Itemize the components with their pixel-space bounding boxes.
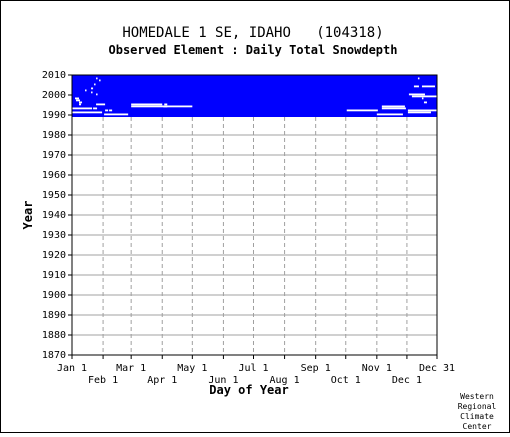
- x-tick-label-12: Dec 31: [419, 363, 455, 374]
- y-tick-label-9: 1920: [42, 250, 66, 261]
- x-tick-label-2: Mar 1: [116, 363, 146, 374]
- missing-segment-0: [96, 77, 98, 80]
- x-tick-label-7: Aug 1: [270, 375, 300, 386]
- y-tick-label-7: 1940: [42, 210, 66, 221]
- y-tick-label-8: 1930: [42, 230, 66, 241]
- missing-segment-10: [79, 103, 82, 106]
- missing-segment-9: [79, 101, 83, 104]
- credit-line-1: Western: [460, 392, 494, 401]
- missing-segment-26: [104, 113, 129, 116]
- missing-segment-27: [376, 113, 403, 116]
- missing-segment-15: [163, 105, 193, 108]
- chart-title: HOMEDALE 1 SE, IDAHO (104318): [122, 25, 383, 41]
- x-tick-label-1: Feb 1: [88, 375, 118, 386]
- y-tick-label-2: 1990: [42, 110, 66, 121]
- missing-segment-25: [407, 111, 431, 114]
- y-tick-label-13: 1880: [42, 330, 66, 341]
- y-axis-label: Year: [21, 201, 35, 230]
- x-tick-label-8: Sep 1: [301, 363, 331, 374]
- x-tick-label-4: May 1: [177, 363, 207, 374]
- x-tick-label-9: Oct 1: [331, 375, 361, 386]
- missing-segment-5: [91, 91, 93, 94]
- missing-segment-34: [423, 101, 427, 104]
- credit-line-3: Climate: [460, 412, 494, 421]
- missing-segment-30: [417, 77, 420, 80]
- missing-segment-21: [109, 109, 113, 112]
- x-tick-label-5: Jun 1: [208, 375, 238, 386]
- missing-segment-22: [346, 109, 378, 112]
- credit-line-4: Center: [463, 422, 492, 431]
- y-tick-label-11: 1900: [42, 290, 66, 301]
- missing-segment-19: [381, 107, 406, 110]
- missing-segment-29: [421, 85, 435, 88]
- y-axis: 2010 2000 1990 1980 1970 1960 1950 1940 1930 1920…: [42, 70, 72, 361]
- y-tick-label-14: 1870: [42, 350, 66, 361]
- missing-segment-4: [85, 89, 87, 92]
- missing-segment-12: [131, 103, 163, 106]
- y-tick-label-0: 2010: [42, 70, 66, 81]
- y-tick-label-1: 2000: [42, 90, 66, 101]
- missing-segment-18: [93, 107, 98, 110]
- x-axis-label: Day of Year: [209, 383, 288, 397]
- missing-segment-20: [105, 109, 109, 112]
- y-tick-label-3: 1980: [42, 130, 66, 141]
- missing-segment-32: [411, 95, 439, 98]
- missing-segment-24: [72, 111, 103, 114]
- missing-segment-23: [407, 109, 439, 112]
- snowdepth-data-block: [72, 75, 437, 117]
- x-tick-label-3: Apr 1: [147, 375, 177, 386]
- missing-segment-3: [91, 87, 94, 90]
- missing-segment-31: [408, 93, 425, 96]
- x-tick-label-10: Nov 1: [362, 363, 392, 374]
- y-tick-label-6: 1950: [42, 190, 66, 201]
- missing-segment-14: [131, 105, 168, 108]
- credit-line-2: Regional: [458, 402, 497, 411]
- y-tick-label-12: 1890: [42, 310, 66, 321]
- y-tick-label-10: 1910: [42, 270, 66, 281]
- missing-segment-16: [381, 105, 405, 108]
- x-tick-label-6: Jul 1: [238, 363, 268, 374]
- y-tick-label-4: 1970: [42, 150, 66, 161]
- missing-segment-1: [99, 79, 101, 82]
- chart-subtitle: Observed Element : Daily Total Snowdepth: [109, 43, 398, 57]
- missing-segment-28: [413, 85, 419, 88]
- data-layer: [72, 75, 439, 117]
- missing-segment-8: [76, 99, 81, 102]
- credit-block: Western Regional Climate Center: [458, 392, 497, 431]
- missing-segment-13: [164, 103, 168, 106]
- x-tick-label-11: Dec 1: [392, 375, 422, 386]
- missing-segment-33: [421, 97, 424, 100]
- missing-segment-7: [75, 97, 80, 100]
- missing-segment-17: [72, 107, 93, 110]
- missing-segment-6: [96, 93, 98, 96]
- x-tick-label-0: Jan 1: [57, 363, 87, 374]
- missing-segment-2: [94, 83, 96, 86]
- y-tick-label-5: 1960: [42, 170, 66, 181]
- missing-segment-11: [96, 103, 106, 106]
